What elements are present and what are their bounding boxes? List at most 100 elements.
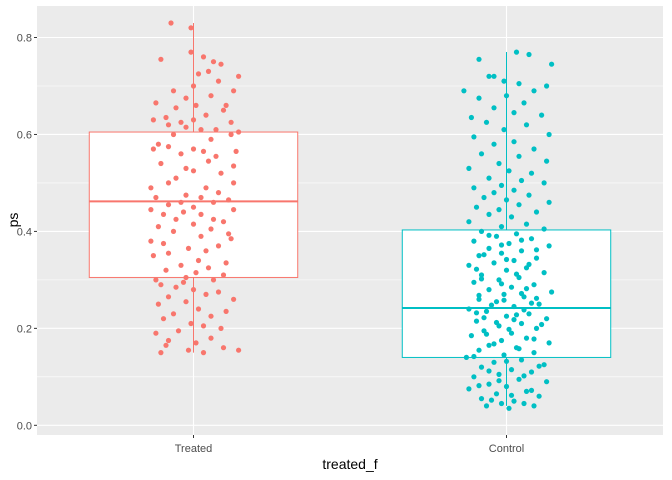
data-point-treated: [160, 211, 167, 217]
data-point-control: [486, 211, 492, 217]
data-point-control: [539, 321, 545, 328]
data-point-control: [523, 286, 530, 292]
data-point-control: [546, 340, 552, 346]
data-point-control: [523, 122, 530, 128]
data-point-control: [466, 165, 472, 171]
data-point-treated: [153, 100, 159, 106]
data-point-control: [501, 297, 507, 303]
data-point-treated: [213, 127, 219, 133]
data-point-control: [496, 160, 502, 167]
data-point-control: [513, 231, 520, 237]
data-point-control: [503, 267, 510, 273]
data-point-control: [506, 240, 512, 247]
data-point-treated: [208, 136, 214, 142]
data-point-control: [478, 364, 485, 370]
data-point-treated: [183, 124, 189, 130]
data-point-treated: [226, 231, 232, 237]
data-point-control: [546, 131, 552, 138]
data-point-control: [528, 300, 535, 306]
data-point-control: [508, 214, 515, 220]
data-point-treated: [228, 236, 234, 242]
data-point-treated: [215, 289, 222, 295]
data-point-control: [523, 388, 530, 394]
data-point-control: [498, 250, 505, 256]
x-axis-ticks: Treated Control: [175, 435, 524, 455]
data-point-control: [466, 386, 472, 392]
data-point-treated: [188, 49, 194, 55]
data-point-control: [478, 228, 485, 234]
data-point-control: [528, 236, 535, 242]
data-point-treated: [195, 257, 202, 264]
data-point-control: [501, 352, 507, 358]
data-point-treated: [231, 207, 237, 213]
data-point-treated: [185, 347, 192, 353]
data-point-control: [516, 81, 522, 87]
data-point-control: [481, 252, 487, 258]
data-point-control: [508, 367, 515, 373]
data-point-control: [518, 290, 525, 297]
data-point-treated: [183, 165, 189, 171]
data-point-treated: [205, 265, 212, 271]
data-point-control: [523, 221, 530, 227]
data-point-treated: [165, 294, 172, 300]
data-point-treated: [195, 71, 202, 77]
data-point-treated: [200, 54, 207, 60]
data-point-treated: [190, 117, 197, 123]
data-point-treated: [233, 148, 239, 154]
jitter-points: [148, 20, 555, 411]
data-point-treated: [183, 192, 189, 198]
data-point-treated: [158, 160, 164, 167]
data-point-treated: [203, 185, 209, 191]
data-point-control: [498, 281, 505, 287]
data-point-control: [511, 398, 517, 404]
data-point-treated: [215, 78, 222, 84]
data-point-control: [503, 256, 510, 263]
data-point-control: [536, 301, 542, 307]
data-point-control: [511, 303, 517, 310]
y-axis-title: ps: [5, 213, 21, 228]
x-tick-label: Treated: [175, 443, 213, 455]
data-point-control: [518, 357, 525, 363]
data-point-treated: [168, 20, 174, 26]
data-point-treated: [193, 270, 199, 276]
data-point-treated: [188, 25, 194, 31]
data-point-treated: [193, 340, 199, 346]
data-point-treated: [231, 88, 237, 94]
data-point-control: [516, 346, 522, 352]
data-point-treated: [163, 342, 169, 348]
data-point-control: [471, 238, 477, 244]
data-point-control: [483, 403, 490, 409]
data-point-control: [493, 299, 500, 305]
data-point-treated: [218, 61, 224, 67]
data-point-treated: [190, 287, 197, 293]
data-point-control: [486, 232, 492, 238]
data-point-control: [498, 337, 505, 344]
data-point-treated: [155, 301, 161, 307]
data-point-control: [496, 277, 502, 283]
data-point-control: [541, 180, 547, 186]
data-point-treated: [208, 93, 214, 99]
data-point-treated: [200, 323, 207, 329]
y-tick-label: 0.4: [17, 226, 32, 238]
data-point-control: [471, 374, 477, 380]
data-point-treated: [148, 207, 154, 213]
data-point-treated: [170, 131, 177, 138]
data-point-control: [516, 202, 522, 208]
data-point-treated: [208, 226, 214, 232]
data-point-treated: [198, 211, 204, 217]
data-point-treated: [220, 219, 227, 225]
data-point-control: [546, 243, 552, 249]
data-point-control: [476, 253, 482, 259]
data-point-control: [531, 88, 537, 94]
data-point-control: [478, 272, 485, 278]
data-point-control: [528, 170, 535, 176]
data-point-treated: [198, 233, 204, 239]
data-point-treated: [173, 105, 179, 111]
data-point-treated: [236, 129, 242, 135]
data-point-control: [526, 311, 532, 317]
data-point-treated: [190, 204, 197, 210]
data-point-control: [511, 257, 517, 264]
data-point-control: [521, 100, 527, 106]
data-point-treated: [218, 170, 224, 176]
data-point-treated: [150, 117, 156, 123]
